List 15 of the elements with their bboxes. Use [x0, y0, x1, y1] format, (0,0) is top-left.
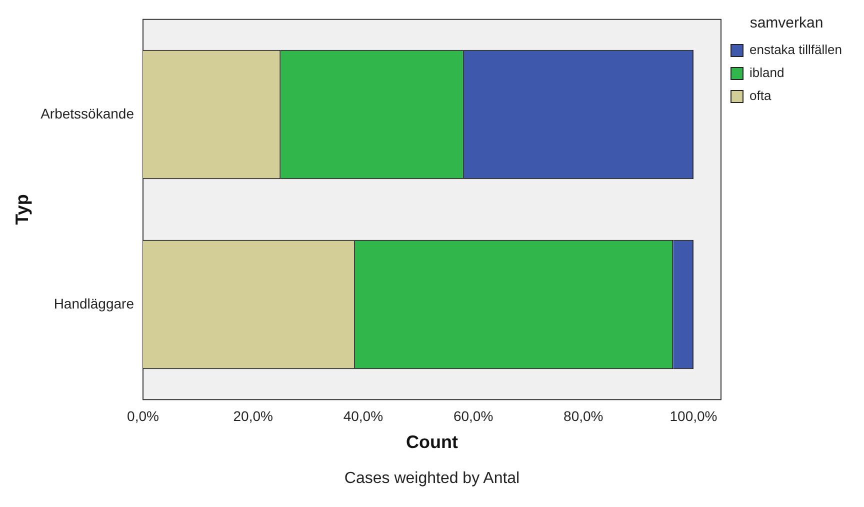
x-tick-label: 80,0%: [564, 408, 604, 424]
y-tick-label: Handläggare: [54, 295, 134, 312]
x-tick-label: 0,0%: [127, 408, 159, 424]
y-tick-label: Arbetssökande: [40, 105, 134, 122]
text: Cases weighted by Antal: [343, 470, 521, 488]
x-tick-label: 20,0%: [233, 408, 273, 424]
x-axis-title: Count: [406, 432, 458, 452]
legend-label: ofta: [750, 88, 772, 104]
legend-label: ibland: [750, 65, 784, 80]
x-tick-label: 100,0%: [670, 408, 718, 424]
legend-title: samverkan: [750, 14, 824, 32]
x-tick-label: 60,0%: [453, 408, 494, 424]
y-axis-title: Typ: [12, 194, 32, 225]
legend-label: enstaka tillfällen: [750, 42, 842, 58]
x-tick-label: 40,0%: [343, 408, 384, 424]
